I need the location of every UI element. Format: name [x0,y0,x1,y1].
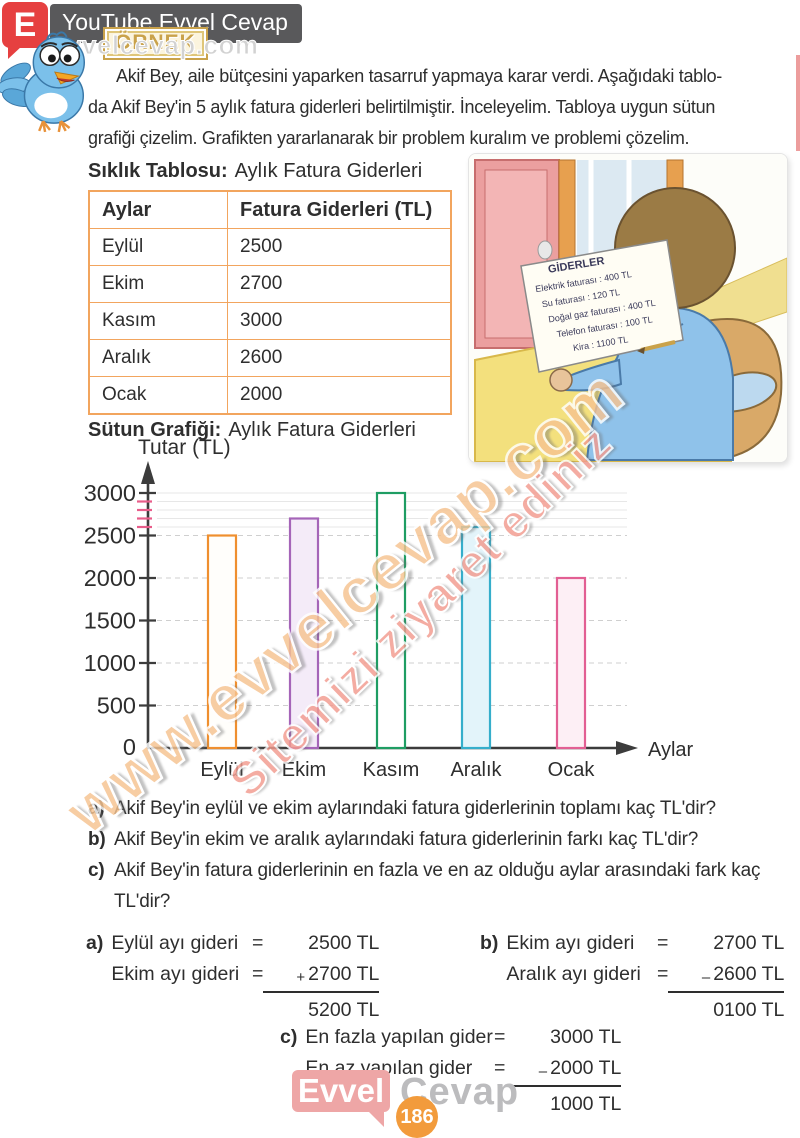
x-axis-title: Aylar [648,739,694,761]
x-tick-label: Ekim [282,759,326,781]
ornek-badge: ÖRNEK [103,27,208,60]
solution-letter: b) [480,932,499,954]
illustration-man-reading-bills: GİDERLER Elektrik faturası : 400 TL Su f… [468,153,788,463]
table-title-bold: Sıklık Tablosu: [88,160,228,182]
y-tick-label: 2500 [84,523,136,549]
solution-row: Ekim ayı gideri = +2700 TL [111,959,380,993]
table-row: Ekim 2700 [88,265,452,303]
y-tick-label: 500 [97,693,136,719]
intro-line: Akif Bey, aile bütçesini yaparken tasarr… [116,66,722,86]
cell-month: Eylül [88,228,228,266]
solution-letter: a) [86,932,104,954]
question-text: Akif Bey'in ekim ve aralık aylarındaki f… [114,829,699,850]
x-tick-label: Ocak [548,759,596,781]
question-letter: c) [88,860,105,881]
operator-sign: – [538,1063,548,1080]
bar-Eylül [206,534,238,750]
chart-title-rest: Aylık Fatura Giderleri [228,419,416,441]
cell-value: 3000 [227,302,452,340]
table-row: Eylül 2500 [88,228,452,266]
solution-row: En fazla yapılan gider = 3000 TL [305,1026,622,1048]
bar-Ocak [555,576,587,750]
column-header-values: Fatura Giderleri (TL) [227,190,452,229]
page-edge-mark [796,55,800,151]
y-tick-label: 0 [123,734,136,760]
operator-sign: + [296,969,306,986]
watermark-small: evvelcevap.com [51,30,259,61]
solution-a: a) Eylül ayı gideri = 2500 TL Ekim ayı gi… [86,928,380,1026]
table-section-title: Sıklık Tablosu: Aylık Fatura Giderleri [88,160,422,183]
chart-section-title: Sütun Grafiği: Aylık Fatura Giderleri [88,419,416,442]
intro-line: da Akif Bey'in 5 aylık fatura giderleri … [88,97,716,117]
x-tick-label: Eylül [200,759,243,781]
intro-paragraph: Akif Bey, aile bütçesini yaparken tasarr… [88,61,800,154]
question-text: Akif Bey'in fatura giderlerinin en fazla… [114,860,761,912]
table-row: Kasım 3000 [88,302,452,340]
bar-Aralık [460,525,492,750]
y-tick-label: 2000 [84,565,136,591]
cell-value: 2500 [227,228,452,266]
cell-value: 2600 [227,339,452,377]
solution-row: Eylül ayı gideri = 2500 TL [111,932,380,954]
page-number-badge: 186 [396,1096,438,1138]
solution-row: Ekim ayı gideri = 2700 TL [506,932,785,954]
footer-brand-primary: Evvel [292,1070,390,1127]
question-list: a) Akif Bey'in eylül ve ekim aylarındaki… [88,793,788,917]
solution-result: 5200 TL [308,999,380,1021]
table-row: Aralık 2600 [88,339,452,377]
solution-b: b) Ekim ayı gideri = 2700 TL Aralık ayı g… [480,928,785,1026]
solution-letter: c) [280,1026,298,1048]
y-axis-arrow-icon [141,461,155,484]
y-tick-label: 1000 [84,650,136,676]
table-title-rest: Aylık Fatura Giderleri [234,160,423,182]
question-letter: b) [88,829,106,850]
x-axis-arrow-icon [616,741,638,755]
y-tick-label: 1500 [84,608,136,634]
question-letter: a) [88,798,105,819]
frequency-table: Aylar Fatura Giderleri (TL) Eylül 2500 Ek… [88,190,452,415]
bar-Kasım [375,491,407,750]
cell-month: Ekim [88,265,228,303]
operator-sign: – [701,969,711,986]
cell-value: 2000 [227,376,452,415]
y-axis-title: Tutar (TL) [138,436,231,459]
bar-Ekim [288,517,320,750]
cell-month: Ocak [88,376,228,415]
table-header-row: Aylar Fatura Giderleri (TL) [88,190,452,229]
x-tick-label: Kasım [363,759,420,781]
cell-month: Kasım [88,302,228,340]
question-a: a) Akif Bey'in eylül ve ekim aylarındaki… [88,793,788,824]
y-tick-label: 3000 [84,480,136,506]
column-header-months: Aylar [88,190,228,229]
solution-result: 0100 TL [713,999,785,1021]
question-text: Akif Bey'in eylül ve ekim aylarındaki fa… [114,798,716,819]
cell-month: Aralık [88,339,228,377]
bar-chart-svg: 500 1000 1500 2000 2500 3000 0 Eylül Ekim Kasım Ar… [84,436,694,781]
bird-mascot-icon [0,24,98,141]
cell-value: 2700 [227,265,452,303]
question-c: c) Akif Bey'in fatura giderlerinin en fa… [88,855,788,917]
chart-title-bold: Sütun Grafiği: [88,419,222,441]
site-logo-letter: E [2,2,48,59]
bar-chart: 500 1000 1500 2000 2500 3000 0 Eylül Ekim Kasım Ar… [80,430,780,792]
solution-result: 1000 TL [550,1093,622,1115]
x-tick-label: Aralık [450,759,502,781]
intro-line: grafiği çizelim. Grafikten yararlanarak … [88,128,690,148]
question-b: b) Akif Bey'in ekim ve aralık aylarındak… [88,824,788,855]
solution-row: Aralık ayı gideri = –2600 TL [506,959,785,993]
table-row: Ocak 2000 [88,376,452,415]
